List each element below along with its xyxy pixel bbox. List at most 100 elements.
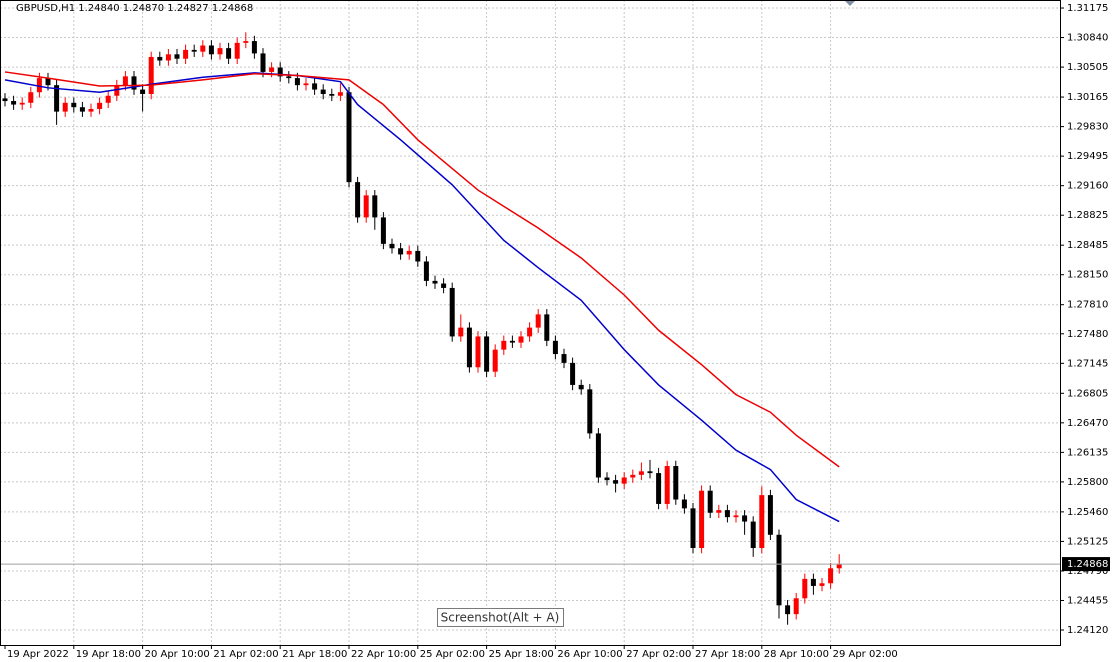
candle-body bbox=[28, 92, 34, 103]
last-price-box bbox=[1062, 557, 1110, 572]
candle-body bbox=[363, 195, 369, 218]
candle-body bbox=[570, 362, 576, 385]
candle-body bbox=[621, 477, 627, 484]
y-tick-label: 1.27810 bbox=[1067, 300, 1108, 311]
x-tick-label: 28 Apr 10:00 bbox=[764, 649, 829, 660]
candle-body bbox=[320, 89, 326, 94]
y-tick-label: 1.28485 bbox=[1067, 240, 1108, 251]
y-tick-label: 1.25460 bbox=[1067, 507, 1108, 518]
candle-body bbox=[716, 510, 722, 513]
candle-body bbox=[191, 49, 197, 52]
candle-body bbox=[97, 102, 103, 109]
candle-body bbox=[122, 76, 128, 86]
y-tick-label: 1.26470 bbox=[1067, 418, 1108, 429]
y-tick-label: 1.28150 bbox=[1067, 270, 1108, 281]
x-tick-label: 27 Apr 18:00 bbox=[695, 649, 760, 660]
candle-body bbox=[449, 287, 455, 337]
candle-body bbox=[372, 195, 378, 218]
y-tick-label: 1.25800 bbox=[1067, 477, 1108, 488]
marks bbox=[0, 32, 1060, 625]
candle-body bbox=[475, 336, 481, 368]
candle-body bbox=[828, 568, 834, 584]
y-tick-label: 1.29830 bbox=[1067, 122, 1108, 133]
y-tick-label: 1.29160 bbox=[1067, 181, 1108, 192]
candle-body bbox=[484, 336, 490, 372]
candle-body bbox=[673, 466, 679, 500]
grid bbox=[0, 0, 1060, 645]
y-tick-label: 1.24120 bbox=[1067, 625, 1108, 636]
candle-body bbox=[277, 67, 283, 77]
candle-body bbox=[62, 102, 68, 112]
y-tick-label: 1.30840 bbox=[1067, 33, 1108, 44]
candle-body bbox=[527, 327, 533, 337]
screenshot-button[interactable] bbox=[437, 608, 564, 627]
candle-body bbox=[11, 101, 17, 105]
x-tick-label: 21 Apr 02:00 bbox=[213, 649, 278, 660]
candle-body bbox=[208, 45, 214, 55]
candle-body bbox=[183, 49, 189, 59]
candle-body bbox=[54, 85, 60, 112]
candle-body bbox=[793, 598, 799, 615]
candle-body bbox=[501, 340, 507, 350]
candle-body bbox=[492, 349, 498, 372]
moving-average bbox=[4, 72, 840, 523]
candle-body bbox=[45, 78, 51, 86]
candle-body bbox=[776, 534, 782, 606]
candle-body bbox=[36, 78, 42, 93]
candle-body bbox=[294, 78, 300, 86]
y-tick-label: 1.27480 bbox=[1067, 329, 1108, 340]
candle-body bbox=[681, 499, 687, 509]
candle-body bbox=[587, 389, 593, 434]
y-tick-label: 1.24790 bbox=[1067, 566, 1108, 577]
y-tick-label: 1.26135 bbox=[1067, 447, 1108, 458]
candle-body bbox=[380, 217, 386, 244]
candle-body bbox=[432, 280, 438, 284]
candle-body bbox=[724, 510, 730, 518]
candle-body bbox=[733, 515, 739, 518]
x-tick-label: 25 Apr 02:00 bbox=[420, 649, 485, 660]
candle-body bbox=[819, 583, 825, 586]
plot-border bbox=[0, 0, 1061, 646]
moving-average bbox=[4, 71, 840, 468]
screenshot-label[interactable]: Screenshot(Alt + A) bbox=[441, 611, 560, 625]
shift-marker bbox=[845, 1, 855, 6]
candle-body bbox=[79, 107, 85, 112]
x-tick-label: 19 Apr 18:00 bbox=[76, 649, 141, 660]
candle-body bbox=[398, 248, 404, 255]
candle-body bbox=[346, 92, 352, 183]
candle-body bbox=[767, 495, 773, 535]
y-tick-label: 1.27145 bbox=[1067, 358, 1108, 369]
candle-body bbox=[251, 41, 257, 54]
y-tick-label: 1.28825 bbox=[1067, 210, 1108, 221]
axes: 1.31175 1.30840 1.30505 1.30165 1.29830 1.294… bbox=[4, 3, 1110, 660]
candle-body bbox=[604, 477, 610, 481]
candle-body bbox=[71, 102, 77, 108]
candle-body bbox=[337, 92, 343, 96]
candle-body bbox=[140, 89, 146, 94]
candle-body bbox=[114, 85, 120, 96]
candle-body bbox=[286, 76, 292, 79]
candle-body bbox=[389, 243, 395, 249]
candle-body bbox=[690, 508, 696, 549]
y-tick-label: 1.26805 bbox=[1067, 388, 1108, 399]
candle-body bbox=[260, 53, 266, 72]
y-tick-label: 1.24455 bbox=[1067, 595, 1108, 606]
chart-title: GBPUSD,H1 1.24840 1.24870 1.24827 1.2486… bbox=[16, 3, 253, 14]
candle-body bbox=[19, 102, 25, 105]
candle-body bbox=[699, 490, 705, 549]
candle-body bbox=[2, 98, 8, 102]
candle-body bbox=[613, 480, 619, 484]
candle-body bbox=[200, 45, 206, 52]
candle-body bbox=[656, 473, 662, 504]
x-tick-label: 29 Apr 02:00 bbox=[833, 649, 898, 660]
candle-body bbox=[836, 564, 842, 569]
candle-body bbox=[157, 56, 163, 61]
candle-body bbox=[509, 340, 515, 343]
candle-body bbox=[664, 466, 670, 504]
candle-body bbox=[355, 182, 361, 218]
candle-body bbox=[441, 283, 447, 288]
candle-body bbox=[406, 250, 412, 255]
candle-body bbox=[552, 340, 558, 355]
